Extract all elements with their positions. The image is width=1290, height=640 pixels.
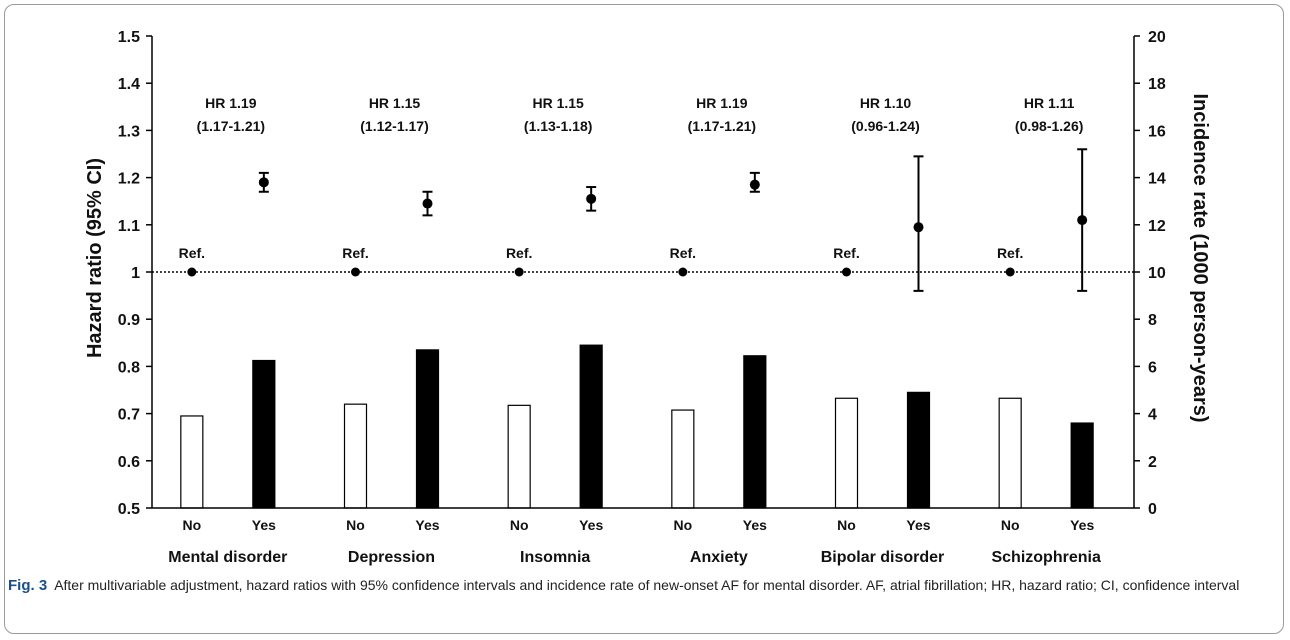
hr-label: HR 1.19 — [205, 95, 257, 111]
ref-point — [187, 267, 197, 277]
group-labels: HR 1.19 (1.17-1.21) No Yes Mental disorder HR… — [168, 95, 1101, 566]
ci-label: (1.13-1.18) — [524, 118, 592, 134]
left-axis-label: Hazard ratio (95% CI) — [84, 158, 106, 358]
ci-label: (1.12-1.17) — [360, 118, 428, 134]
figure-frame — [4, 4, 1284, 634]
hr-label: HR 1.11 — [1024, 95, 1075, 111]
hr-point — [586, 193, 597, 204]
category-no-label: No — [1001, 517, 1020, 533]
ref-label: Ref. — [506, 245, 532, 261]
bar-yes — [906, 391, 931, 509]
hr-label: HR 1.10 — [860, 95, 912, 111]
bar-yes — [743, 355, 767, 509]
group-name: Depression — [348, 549, 435, 566]
left-tick-label: 1.1 — [118, 218, 140, 235]
left-tick-label: 0.7 — [118, 407, 140, 424]
bar-no — [507, 404, 531, 509]
ci-label: (1.17-1.21) — [688, 118, 756, 134]
ci-label: (1.17-1.21) — [197, 118, 265, 134]
left-tick-label: 1.4 — [118, 76, 140, 93]
ref-point — [514, 267, 524, 277]
right-tick-label: 14 — [1148, 171, 1166, 188]
hr-label: HR 1.15 — [532, 95, 584, 111]
bar-no — [998, 397, 1022, 509]
category-yes-label: Yes — [906, 517, 930, 533]
left-tick-label: 0.5 — [118, 501, 140, 518]
category-no-label: No — [673, 517, 692, 533]
hr-label: HR 1.15 — [369, 95, 421, 111]
ref-point — [678, 267, 688, 277]
hr-point — [913, 222, 924, 233]
category-yes-label: Yes — [743, 517, 767, 533]
caption-text: After multivariable adjustment, hazard r… — [54, 577, 1240, 593]
figure-label: Fig. 3 — [8, 577, 48, 594]
right-axis-ticks: 0 2 4 6 8 10 12 14 16 18 20 — [1134, 29, 1166, 518]
group-name: Mental disorder — [168, 549, 287, 566]
ref-point — [842, 267, 851, 277]
ref-point — [1005, 267, 1015, 277]
left-tick-label: 0.8 — [118, 359, 140, 376]
right-tick-label: 10 — [1148, 265, 1166, 282]
right-tick-label: 18 — [1148, 76, 1166, 93]
hazard-ratio-markers: Ref. Ref. Ref. Ref. Ref. Ref. — [179, 148, 1088, 292]
hr-point — [258, 177, 269, 188]
hazard-incidence-chart: 0.5 0.6 0.7 0.8 0.9 1 1.1 1.2 1.3 1.4 1.5 0 2 4 6 8 10 1… — [84, 29, 1211, 566]
right-tick-label: 20 — [1148, 29, 1166, 46]
left-axis-ticks: 0.5 0.6 0.7 0.8 0.9 1 1.1 1.2 1.3 1.4 1.5 — [118, 29, 152, 518]
right-tick-label: 0 — [1148, 501, 1157, 518]
left-tick-label: 0.9 — [118, 312, 140, 329]
bar-no — [834, 397, 859, 509]
category-yes-label: Yes — [579, 517, 603, 533]
ref-label: Ref. — [179, 245, 205, 261]
right-tick-label: 2 — [1148, 454, 1157, 471]
group-name: Schizophrenia — [991, 549, 1100, 566]
hr-point — [749, 179, 760, 190]
bar-yes — [579, 344, 603, 509]
ci-label: (0.98-1.26) — [1015, 118, 1083, 134]
category-yes-label: Yes — [415, 517, 439, 533]
hr-label: HR 1.19 — [696, 95, 748, 111]
hr-point — [422, 198, 433, 209]
category-yes-label: Yes — [252, 517, 276, 533]
bar-no — [180, 415, 204, 509]
right-tick-label: 8 — [1148, 312, 1157, 329]
bar-yes — [252, 359, 276, 509]
right-tick-label: 4 — [1148, 407, 1157, 424]
ref-label: Ref. — [670, 245, 696, 261]
right-tick-label: 12 — [1148, 218, 1166, 235]
category-no-label: No — [837, 517, 856, 533]
bar-no — [671, 409, 695, 509]
left-tick-label: 1.2 — [118, 171, 140, 188]
left-tick-label: 1.3 — [118, 123, 140, 140]
left-tick-label: 0.6 — [118, 454, 140, 471]
group-name: Anxiety — [690, 549, 748, 566]
right-tick-label: 16 — [1148, 123, 1166, 140]
ref-label: Ref. — [342, 245, 368, 261]
bar-no — [343, 403, 368, 509]
category-no-label: No — [182, 517, 201, 533]
left-tick-label: 1.5 — [118, 29, 140, 46]
ref-label: Ref. — [997, 245, 1023, 261]
bar-yes — [1070, 422, 1094, 509]
right-axis-label: Incidence rate (1000 person-years) — [1189, 93, 1211, 422]
category-no-label: No — [346, 517, 365, 533]
right-tick-label: 6 — [1148, 359, 1157, 376]
ref-point — [351, 267, 360, 277]
group-name: Bipolar disorder — [821, 549, 945, 566]
group-name: Insomnia — [520, 549, 590, 566]
incidence-bars — [180, 344, 1094, 509]
hr-point — [1077, 215, 1088, 226]
ci-label: (0.96-1.24) — [851, 118, 919, 134]
ref-label: Ref. — [833, 245, 859, 261]
category-yes-label: Yes — [1070, 517, 1094, 533]
figure-caption: Fig. 3 After multivariable adjustment, h… — [8, 574, 1280, 597]
category-no-label: No — [510, 517, 529, 533]
bar-yes — [415, 349, 440, 509]
left-tick-label: 1 — [131, 265, 140, 282]
